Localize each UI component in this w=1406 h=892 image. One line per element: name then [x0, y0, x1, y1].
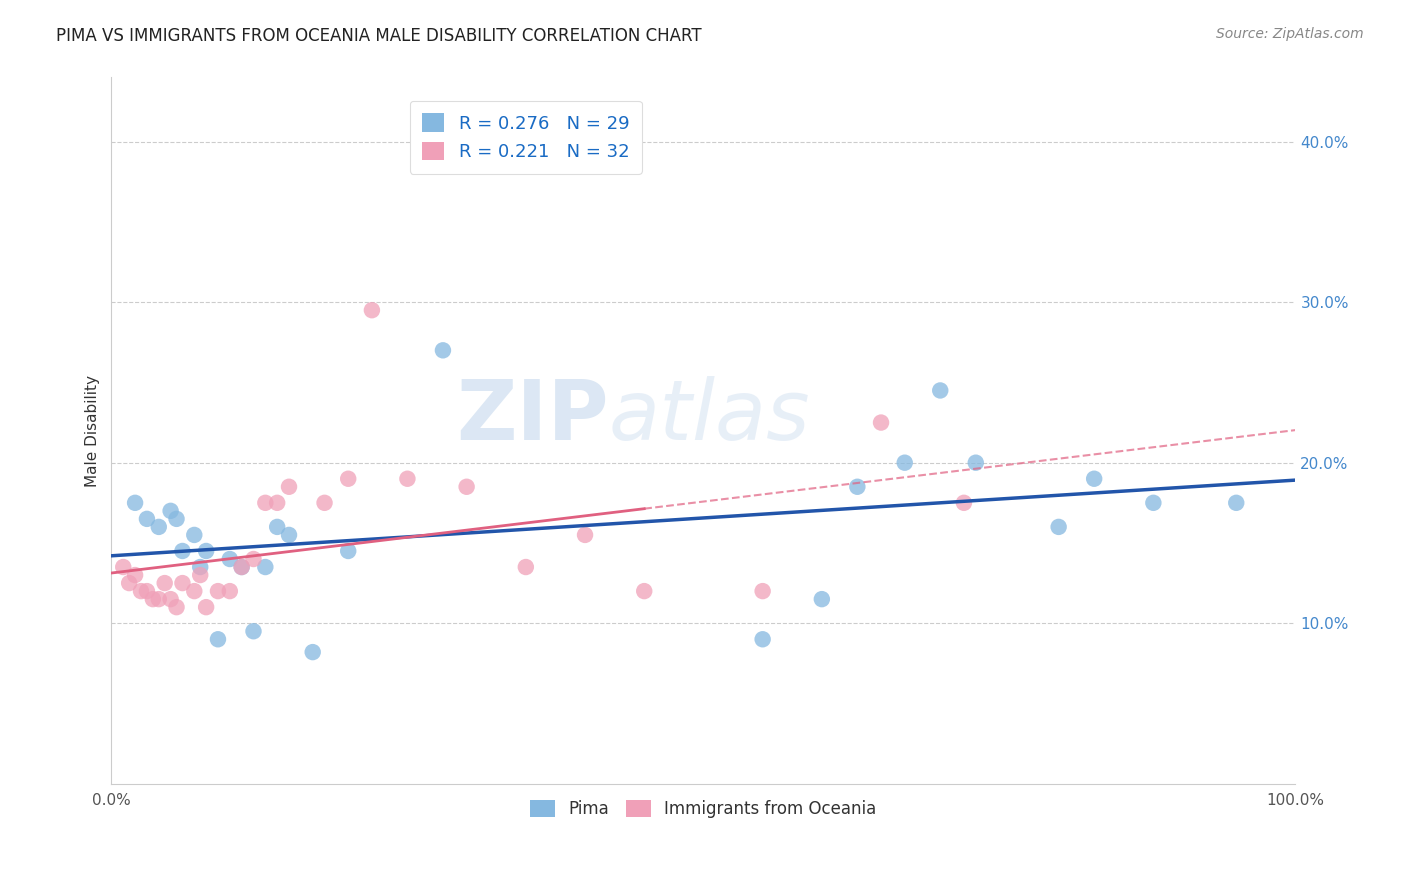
Point — [231, 560, 253, 574]
Point — [633, 584, 655, 599]
Text: ZIP: ZIP — [456, 376, 609, 457]
Point — [870, 416, 893, 430]
Point — [301, 645, 323, 659]
Point — [1083, 472, 1105, 486]
Point — [188, 560, 211, 574]
Point — [337, 544, 360, 558]
Point — [183, 528, 205, 542]
Y-axis label: Male Disability: Male Disability — [86, 375, 100, 487]
Point — [314, 496, 336, 510]
Point — [142, 592, 165, 607]
Point — [929, 384, 952, 398]
Point — [278, 528, 301, 542]
Point — [172, 576, 194, 591]
Point — [811, 592, 834, 607]
Point — [136, 584, 159, 599]
Point — [278, 480, 301, 494]
Text: atlas: atlas — [609, 376, 810, 457]
Point — [751, 584, 773, 599]
Point — [207, 632, 229, 647]
Point — [231, 560, 253, 574]
Point — [515, 560, 537, 574]
Point — [337, 472, 360, 486]
Point — [166, 600, 188, 615]
Point — [112, 560, 135, 574]
Point — [574, 528, 596, 542]
Point — [124, 568, 146, 582]
Point — [751, 632, 773, 647]
Point — [207, 584, 229, 599]
Legend: Pima, Immigrants from Oceania: Pima, Immigrants from Oceania — [523, 793, 883, 825]
Point — [172, 544, 194, 558]
Point — [218, 552, 240, 566]
Point — [456, 480, 478, 494]
Point — [218, 584, 240, 599]
Point — [153, 576, 176, 591]
Point — [266, 520, 288, 534]
Point — [254, 496, 277, 510]
Point — [1142, 496, 1164, 510]
Point — [118, 576, 141, 591]
Point — [124, 496, 146, 510]
Point — [195, 544, 218, 558]
Point — [254, 560, 277, 574]
Point — [195, 600, 218, 615]
Point — [148, 520, 170, 534]
Point — [166, 512, 188, 526]
Point — [183, 584, 205, 599]
Point — [361, 303, 384, 318]
Point — [266, 496, 288, 510]
Point — [1225, 496, 1247, 510]
Point — [159, 592, 181, 607]
Text: Source: ZipAtlas.com: Source: ZipAtlas.com — [1216, 27, 1364, 41]
Point — [129, 584, 152, 599]
Point — [432, 343, 454, 358]
Point — [846, 480, 869, 494]
Point — [953, 496, 976, 510]
Point — [396, 472, 419, 486]
Point — [242, 552, 264, 566]
Point — [242, 624, 264, 639]
Point — [159, 504, 181, 518]
Text: PIMA VS IMMIGRANTS FROM OCEANIA MALE DISABILITY CORRELATION CHART: PIMA VS IMMIGRANTS FROM OCEANIA MALE DIS… — [56, 27, 702, 45]
Point — [893, 456, 915, 470]
Point — [148, 592, 170, 607]
Point — [965, 456, 987, 470]
Point — [136, 512, 159, 526]
Point — [188, 568, 211, 582]
Point — [1047, 520, 1070, 534]
